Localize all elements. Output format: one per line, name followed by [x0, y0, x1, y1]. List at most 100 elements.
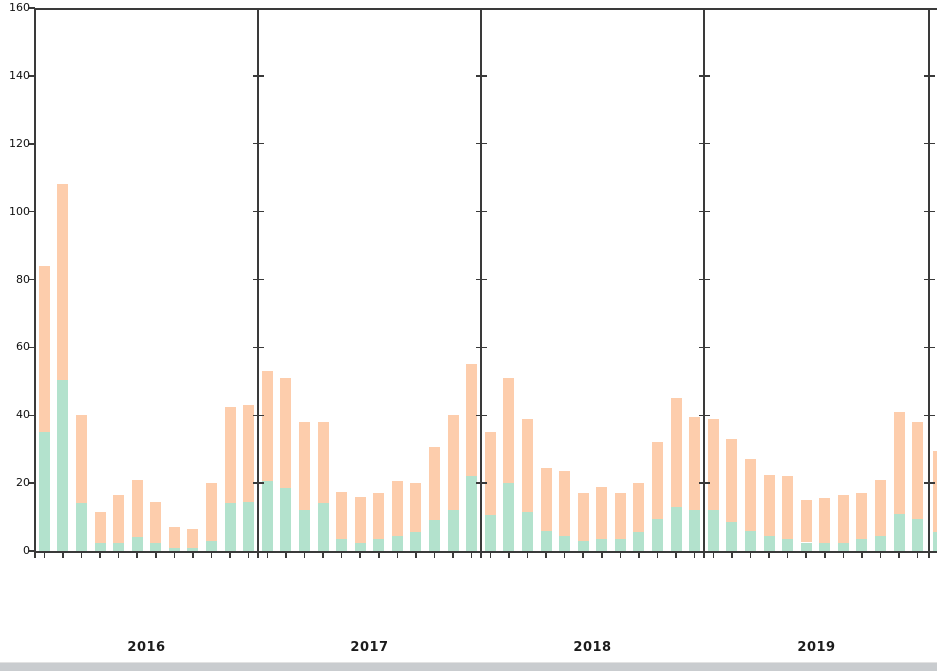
x-axis-tick — [693, 552, 696, 558]
bar-segment-green — [391, 535, 403, 551]
bar-segment-green — [447, 510, 459, 551]
x-axis-tick — [861, 552, 863, 558]
bar-segment-orange — [57, 184, 69, 380]
x-axis-tick — [842, 552, 845, 558]
divider-tick — [698, 75, 710, 77]
bar-segment-green — [819, 542, 831, 551]
bar-segment-green — [670, 506, 682, 551]
bar-segment-orange — [317, 422, 329, 504]
bar-segment-green — [800, 542, 812, 551]
bar-segment-green — [875, 535, 887, 551]
divider-tick — [698, 414, 710, 416]
x-axis-tick — [582, 552, 584, 558]
bar-segment-green — [782, 539, 794, 551]
x-axis-tick — [303, 552, 306, 558]
x-axis-tick — [247, 552, 250, 558]
x-axis-tick — [415, 552, 417, 558]
bar-segment-orange — [354, 496, 366, 543]
x-axis-tick — [229, 552, 231, 558]
bar-segment-orange — [150, 501, 162, 543]
bar-segment-orange — [893, 411, 905, 514]
x-axis-tick — [928, 552, 930, 558]
y-axis-tick-label: 60 — [16, 340, 30, 354]
bar-segment-green — [150, 542, 162, 551]
bar-segment-green — [113, 542, 125, 551]
divider-tick — [923, 346, 935, 349]
divider-tick — [252, 346, 264, 349]
x-axis-tick — [322, 552, 324, 558]
bar-segment-orange — [503, 377, 515, 484]
x-axis-tick — [712, 552, 715, 558]
y-axis-tick — [29, 414, 35, 416]
bar-segment-orange — [466, 364, 478, 477]
bar-segment-green — [336, 539, 348, 551]
x-axis-tick — [805, 552, 807, 558]
x-axis-tick — [638, 552, 640, 558]
x-axis-tick — [898, 552, 900, 558]
bar-segment-green — [633, 532, 645, 551]
divider-tick — [252, 210, 264, 213]
bar-segment-orange — [670, 398, 682, 507]
bar-segment-orange — [391, 481, 403, 536]
bar-segment-orange — [243, 405, 255, 502]
bar-segment-green — [596, 539, 608, 551]
y-axis-tick — [29, 550, 35, 552]
bar-segment-orange — [875, 479, 887, 536]
divider-tick — [698, 210, 710, 213]
bar-segment-green — [837, 542, 849, 551]
bar-segment-green — [373, 539, 385, 551]
bar-segment-orange — [261, 371, 273, 482]
bar-segment-orange — [280, 377, 292, 489]
bar-segment-green — [168, 547, 180, 551]
divider-tick — [475, 210, 487, 213]
divider-tick — [923, 75, 935, 77]
bar-segment-orange — [577, 493, 589, 541]
divider-tick — [252, 143, 264, 145]
bar-segment-orange — [429, 447, 441, 521]
bar-segment-green — [354, 542, 366, 551]
bar-segment-orange — [559, 471, 571, 536]
bar-segment-orange — [447, 415, 459, 511]
bar-segment-green — [317, 503, 329, 551]
bar-segment-orange — [410, 483, 422, 533]
y-axis-tick-label: 120 — [9, 136, 30, 150]
window-bottom-edge — [0, 662, 937, 671]
bar-segment-orange — [521, 418, 533, 512]
bar-segment-orange — [763, 474, 775, 536]
bar-segment-orange — [912, 422, 924, 519]
bar-segment-green — [726, 522, 738, 551]
divider-tick — [923, 210, 935, 213]
bar-segment-green — [763, 535, 775, 551]
bar-segment-orange — [224, 406, 236, 504]
x-axis-tick — [62, 552, 64, 558]
bar-segment-green — [503, 483, 515, 551]
x-axis-tick — [480, 552, 482, 558]
y-axis-tick-label: 20 — [16, 476, 30, 490]
bar-segment-green — [243, 501, 255, 551]
bar-segment-green — [744, 530, 756, 551]
x-axis-tick — [452, 552, 454, 558]
divider-tick — [475, 143, 487, 145]
divider-tick — [252, 414, 264, 416]
divider-tick — [475, 278, 487, 281]
bar-segment-green — [577, 540, 589, 551]
bar-segment-orange — [206, 483, 218, 541]
bar-segment-green — [893, 513, 905, 551]
x-axis-tick — [703, 552, 705, 558]
x-axis-tick — [266, 552, 269, 558]
bar-segment-orange — [932, 450, 937, 533]
bar-segment-orange — [373, 493, 385, 540]
divider-tick — [698, 143, 710, 145]
bar-segment-orange — [707, 418, 719, 511]
x-axis-tick — [563, 552, 566, 558]
x-axis-tick — [768, 552, 770, 558]
divider-tick — [252, 75, 264, 77]
x-axis-year-label: 2017 — [350, 640, 389, 655]
bar-segment-orange — [689, 416, 701, 511]
x-axis-tick — [340, 552, 343, 558]
bar-segment-green — [912, 518, 924, 551]
plot-bottom-axis — [35, 551, 937, 553]
x-axis-tick — [749, 552, 752, 558]
divider-tick — [252, 482, 264, 484]
